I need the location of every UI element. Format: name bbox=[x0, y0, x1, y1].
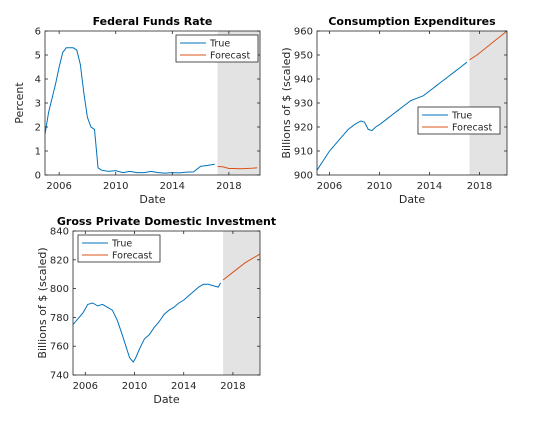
x-tick-label: 2010 bbox=[103, 181, 128, 192]
x-tick-label: 2010 bbox=[122, 381, 147, 392]
legend-label-forecast: Forecast bbox=[112, 251, 152, 262]
x-axis-label: Date bbox=[153, 393, 180, 406]
legend-box bbox=[417, 106, 501, 135]
y-tick-label: 800 bbox=[50, 284, 69, 295]
series-line-forecast bbox=[217, 165, 258, 170]
y-axis-label: Percent bbox=[13, 82, 26, 124]
y-tick-label: 930 bbox=[294, 99, 313, 110]
legend-label-forecast: Forecast bbox=[210, 51, 250, 62]
series-line-true bbox=[317, 61, 468, 171]
x-axis-label: Date bbox=[399, 193, 426, 206]
series-line-forecast bbox=[222, 253, 260, 281]
legend-box bbox=[175, 34, 259, 63]
x-tick-label: 2006 bbox=[317, 181, 342, 192]
y-tick-label: 2 bbox=[35, 123, 41, 134]
y-tick-label: 840 bbox=[50, 227, 69, 238]
legend-label-true: True bbox=[451, 111, 472, 122]
axes-box bbox=[72, 230, 261, 376]
x-tick-label: 2014 bbox=[160, 181, 185, 192]
legend-label-true: True bbox=[111, 239, 132, 250]
y-tick-label: 960 bbox=[294, 27, 313, 38]
y-axis-label: Billions of $ (scaled) bbox=[280, 47, 293, 158]
series-line-forecast bbox=[469, 31, 507, 61]
y-tick-label: 820 bbox=[50, 255, 69, 266]
subplot-1: 2006 2010 2014 2018 0 1 2 3 4 5 6 Federal Funds Rat… bbox=[13, 15, 261, 206]
legend-label-forecast: Forecast bbox=[452, 123, 492, 134]
y-tick-label: 910 bbox=[294, 147, 313, 158]
series-line-true bbox=[45, 47, 215, 174]
y-axis-label: Billions of $ (scaled) bbox=[36, 247, 49, 358]
y-tick-label: 900 bbox=[294, 171, 313, 182]
x-tick-label: 2018 bbox=[216, 181, 241, 192]
legend-label-true: True bbox=[209, 39, 230, 50]
forecast-region bbox=[223, 231, 260, 375]
y-tick-label: 920 bbox=[294, 123, 313, 134]
y-tick-label: 740 bbox=[50, 371, 69, 382]
chart-title: Consumption Expenditures bbox=[328, 15, 496, 28]
y-tick-label: 780 bbox=[50, 313, 69, 324]
x-tick-label: 2006 bbox=[46, 181, 71, 192]
x-tick-label: 2018 bbox=[467, 181, 492, 192]
y-tick-label: 6 bbox=[35, 27, 41, 38]
chart-title: Gross Private Domestic Investment bbox=[57, 215, 276, 228]
x-tick-label: 2010 bbox=[367, 181, 392, 192]
y-tick-label: 3 bbox=[35, 99, 41, 110]
forecast-region bbox=[469, 31, 507, 175]
legend-box bbox=[77, 234, 161, 263]
y-tick-label: 760 bbox=[50, 342, 69, 353]
x-tick-label: 2014 bbox=[171, 381, 196, 392]
subplot-3: 2006 2010 2014 2018 740 760 780 800 820 840Gross … bbox=[36, 215, 276, 406]
y-tick-label: 940 bbox=[294, 75, 313, 86]
chart-title: Federal Funds Rate bbox=[93, 15, 213, 28]
y-tick-label: 1 bbox=[35, 147, 41, 158]
y-tick-label: 5 bbox=[35, 51, 41, 62]
x-tick-label: 2006 bbox=[73, 381, 98, 392]
x-axis-label: Date bbox=[139, 193, 166, 206]
x-tick-label: 2018 bbox=[220, 381, 245, 392]
series-line-true bbox=[73, 282, 222, 363]
subplot-2: 2006 2010 2014 2018 900 910 920 930 940 950 960 Con… bbox=[280, 15, 508, 206]
y-tick-label: 4 bbox=[35, 75, 41, 86]
x-tick-label: 2014 bbox=[417, 181, 442, 192]
y-tick-label: 0 bbox=[35, 171, 41, 182]
y-tick-label: 950 bbox=[294, 51, 313, 62]
